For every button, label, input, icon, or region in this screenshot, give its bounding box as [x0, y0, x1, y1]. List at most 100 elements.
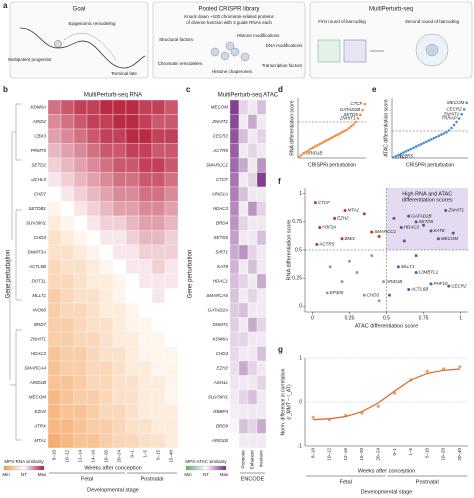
- heatmap-cell: [138, 360, 153, 376]
- heatmap-cell: [256, 346, 267, 362]
- row-label: HDAC1: [213, 278, 229, 283]
- column-label: Promoter: [241, 450, 246, 469]
- heatmap-cell: [151, 433, 166, 449]
- heatmap-cell: [99, 375, 114, 391]
- heatmap-cell: [151, 273, 166, 289]
- heatmap-cell: [138, 433, 153, 449]
- heatmap-cell: [60, 99, 75, 115]
- point: [404, 150, 408, 153]
- heatmap-cell: [138, 389, 153, 405]
- library-box: [152, 1, 306, 79]
- panel-label: e: [372, 85, 377, 94]
- row-label: SETD2: [31, 162, 46, 167]
- point: [345, 128, 349, 132]
- heatmap-cell: [238, 114, 249, 130]
- row-label: SIRT1: [215, 249, 228, 254]
- point: [422, 141, 425, 145]
- point: [322, 140, 326, 144]
- heatmap-cell: [73, 317, 88, 333]
- y-tick-label: 0.75: [292, 219, 302, 225]
- row-label: SETDB1: [28, 206, 46, 211]
- heatmap-cell: [125, 346, 140, 362]
- point: [394, 154, 398, 158]
- legend-label: NT: [21, 472, 27, 477]
- chromatin: [210, 41, 250, 62]
- heatmap-cell: [164, 259, 179, 275]
- heatmap-cell: [256, 114, 267, 130]
- heatmap-cell: [151, 201, 166, 217]
- point-label: SETD5: [343, 112, 358, 117]
- heatmap-cell: [138, 172, 153, 188]
- heatmap-cell: [151, 375, 166, 391]
- heatmap-cell: [138, 143, 153, 159]
- point: [328, 265, 332, 269]
- panel-label: c: [186, 85, 191, 94]
- heatmap-cell: [47, 114, 62, 130]
- column-label: 10–12: [65, 450, 70, 463]
- heatmap-cell: [151, 157, 166, 173]
- heatmap-cell: [247, 273, 258, 289]
- goal-box: [9, 1, 149, 79]
- heatmap-cell: [60, 317, 75, 333]
- point: [331, 135, 335, 139]
- heatmap-cell: [151, 114, 166, 130]
- heatmap-cell: [256, 317, 267, 333]
- heatmap-cell: [256, 186, 267, 202]
- point: [315, 242, 319, 246]
- heatmap-cell: [164, 331, 179, 347]
- heatmap-cell: [125, 418, 140, 434]
- heatmap-cell: [256, 418, 267, 434]
- heatmap-cell: [99, 259, 114, 275]
- row-label: MLLT1: [32, 293, 46, 298]
- heatmap-cell: [247, 99, 258, 115]
- heatmap-cell: [247, 259, 258, 275]
- heatmap-cell: [238, 302, 249, 318]
- point: [399, 225, 403, 229]
- heatmap-cell: [99, 230, 114, 246]
- point-label: ARID1B: [385, 279, 402, 284]
- heatmap-cell: [138, 244, 153, 260]
- heatmap-cell: [86, 186, 101, 202]
- heatmap-cell: [256, 302, 267, 318]
- point: [340, 280, 344, 284]
- box-title: Pooled CRISPR library: [198, 7, 259, 13]
- y-tick-label: 0: [299, 399, 302, 405]
- heatmap-cell: [47, 128, 62, 144]
- row-label: DNMT3A: [27, 249, 46, 254]
- point: [313, 201, 317, 205]
- heatmap-cell: [60, 128, 75, 144]
- point: [313, 145, 317, 148]
- heatmap-cell: [247, 346, 258, 362]
- heatmap-cell: [99, 128, 114, 144]
- heatmap-cell: [60, 244, 75, 260]
- heatmap-cell: [164, 288, 179, 304]
- row-label: ACTR5: [212, 148, 228, 153]
- point: [437, 134, 441, 138]
- point: [302, 151, 305, 155]
- point: [318, 225, 322, 229]
- heatmap-cell: [238, 433, 249, 449]
- legend-label: NT: [203, 472, 209, 477]
- heatmap-cell: [73, 128, 88, 144]
- heatmap-cell: [238, 418, 249, 434]
- heatmap-cell: [151, 404, 166, 420]
- heatmap-cell: [73, 346, 88, 362]
- row-label: DNMT1: [213, 322, 229, 327]
- row-label: SETD5: [213, 235, 228, 240]
- heatmap-cell: [60, 143, 75, 159]
- heatmap-cell: [151, 360, 166, 376]
- heatmap-cell: [86, 114, 101, 130]
- point: [397, 153, 400, 157]
- heatmap-cell: [256, 259, 267, 275]
- heatmap-cell: [256, 230, 267, 246]
- axis-label: CRISPRi perturbation: [406, 162, 454, 168]
- heatmap-cell: [86, 317, 101, 333]
- point: [304, 150, 308, 154]
- heatmap-cell: [247, 317, 258, 333]
- heatmap-cell: [256, 99, 267, 115]
- point: [432, 136, 436, 140]
- heatmap-cell: [247, 128, 258, 144]
- heatmap-cell: [60, 331, 75, 347]
- heatmap-cell: [138, 418, 153, 434]
- point: [396, 265, 400, 269]
